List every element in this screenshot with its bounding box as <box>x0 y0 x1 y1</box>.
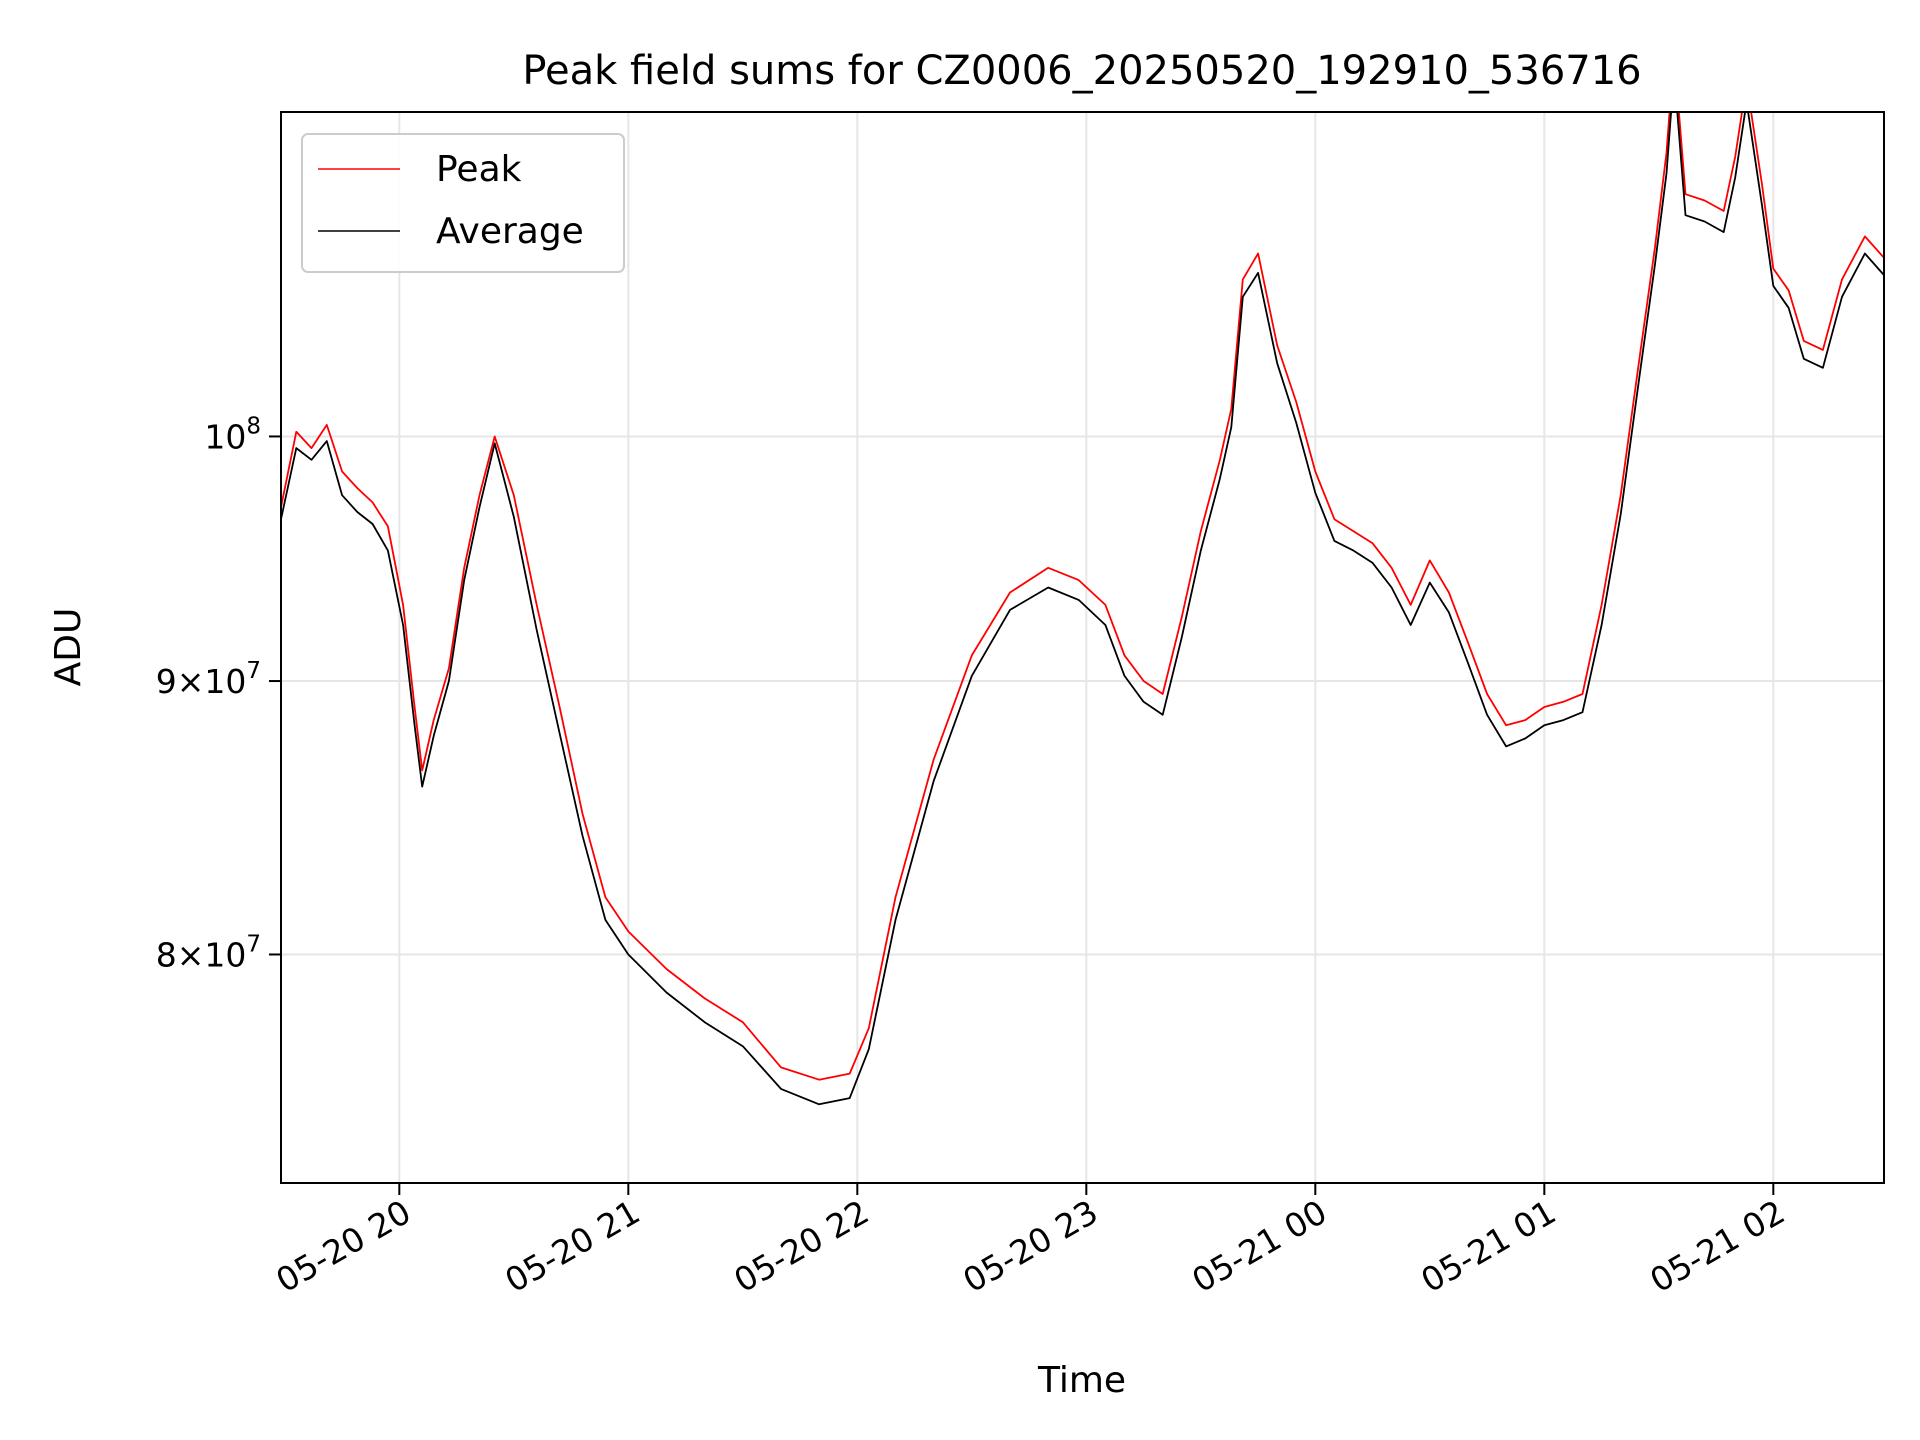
series-line-average <box>281 112 1884 1106</box>
grid-lines <box>281 112 1884 1183</box>
legend-label-peak: Peak <box>436 149 522 190</box>
y-tick-mantissa: 8× <box>156 935 205 974</box>
y-tick-exponent: 7 <box>246 658 261 684</box>
series-lines <box>281 112 1884 1106</box>
legend-label-average: Average <box>436 211 584 252</box>
y-axis-label: ADU <box>48 608 89 687</box>
chart-title: Peak field sums for CZ0006_20250520_1929… <box>522 48 1641 94</box>
series-line-peak <box>281 112 1884 1081</box>
plot-frame <box>280 111 1885 1184</box>
y-tick-base: 10 <box>204 662 246 701</box>
y-tick-base: 10 <box>204 417 246 456</box>
y-tick-label: 108 <box>204 413 261 456</box>
y-tick-label: 9×107 <box>156 658 261 701</box>
y-tick-base: 10 <box>204 935 246 974</box>
y-tick-exponent: 7 <box>246 931 261 957</box>
y-tick-label: 8×107 <box>156 931 261 974</box>
y-tick-mantissa: 9× <box>156 662 205 701</box>
x-axis-label: Time <box>1037 1360 1126 1401</box>
legend: Peak Average <box>301 133 625 273</box>
y-tick-exponent: 8 <box>246 413 261 439</box>
